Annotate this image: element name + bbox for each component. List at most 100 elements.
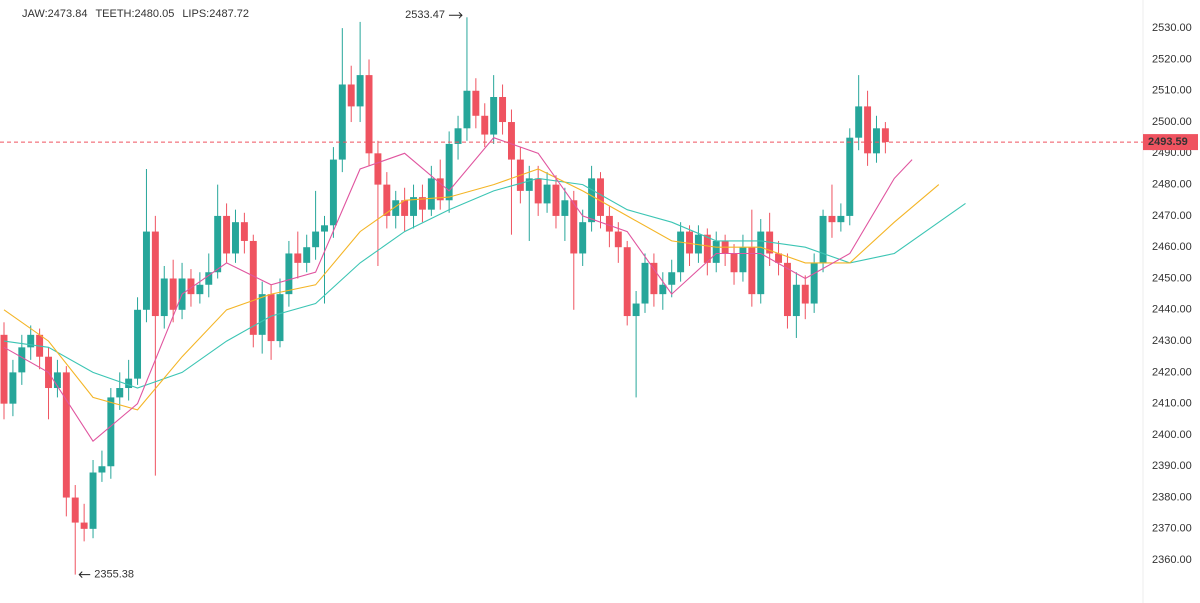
candle-body: [472, 90, 480, 116]
candle-body: [125, 378, 133, 389]
candle-body: [605, 215, 613, 232]
candle-body: [303, 247, 311, 263]
candle-body: [864, 106, 872, 154]
candle-body: [712, 240, 720, 263]
candle-body: [347, 84, 355, 107]
y-tick-label: 2430.00: [1152, 335, 1192, 347]
candle-body: [240, 222, 248, 241]
candle-body: [356, 75, 364, 107]
candle-body: [703, 234, 711, 263]
candle-body: [276, 294, 284, 342]
candle-body: [481, 115, 489, 135]
y-tick-label: 2520.00: [1152, 53, 1192, 65]
candle-body: [588, 178, 596, 223]
candle-body: [819, 215, 827, 263]
candle-body: [312, 231, 320, 248]
y-tick-label: 2530.00: [1152, 22, 1192, 34]
candle-body: [873, 128, 880, 154]
candle-body: [463, 90, 471, 129]
candle-body: [249, 240, 257, 335]
candle-body: [329, 159, 337, 226]
y-tick-label: 2380.00: [1152, 491, 1192, 503]
y-tick-label: 2370.00: [1152, 523, 1192, 535]
candle-body: [71, 497, 79, 523]
candle-body: [686, 231, 693, 254]
candle-body: [552, 184, 560, 216]
candle-body: [116, 388, 124, 398]
last-price-box: [1143, 134, 1198, 151]
candle-body: [641, 262, 649, 304]
candle-body: [187, 278, 195, 295]
candle-body: [214, 215, 222, 273]
candle-body: [534, 178, 542, 204]
candle-body: [579, 222, 587, 254]
candle-body: [739, 247, 747, 273]
candle-body: [401, 200, 409, 216]
candle-body: [650, 262, 658, 295]
candle-body: [881, 128, 889, 143]
candle-body: [267, 294, 275, 342]
max-annotation: 2533.47: [405, 9, 445, 21]
last-price-label: 2493.59: [1148, 136, 1188, 148]
candle-body: [196, 284, 204, 295]
candle-body: [285, 253, 293, 295]
y-tick-label: 2490.00: [1152, 147, 1192, 159]
legend-entry: JAW:2473.84: [22, 8, 87, 20]
candle-body: [151, 231, 159, 317]
candle-body: [801, 284, 809, 304]
candle-body: [846, 137, 854, 216]
candle-body: [321, 225, 328, 232]
y-tick-label: 2460.00: [1152, 241, 1192, 253]
legend-entry: TEETH:2480.05: [95, 8, 174, 20]
candle-body: [142, 231, 150, 310]
candle-body: [543, 184, 551, 204]
candle-body: [418, 197, 426, 210]
candle-body: [27, 334, 35, 348]
y-tick-label: 2360.00: [1152, 554, 1192, 566]
candle-body: [730, 253, 738, 273]
candle-body: [89, 472, 97, 529]
candle-body: [792, 284, 800, 317]
candle-body: [392, 200, 400, 216]
candle-body: [18, 347, 26, 373]
candle-body: [134, 309, 142, 379]
candle-body: [374, 153, 382, 185]
candle-body: [107, 397, 115, 467]
y-tick-label: 2400.00: [1152, 429, 1192, 441]
candle-body: [410, 197, 418, 216]
candle-body: [9, 372, 17, 404]
candle-body: [837, 215, 845, 223]
candle-body: [0, 334, 8, 404]
candle-body: [810, 262, 818, 304]
y-tick-label: 2420.00: [1152, 366, 1192, 378]
candle-body: [668, 272, 676, 285]
candle-body: [205, 272, 213, 285]
y-tick-label: 2390.00: [1152, 460, 1192, 472]
candle-body: [294, 253, 302, 263]
candle-body: [659, 284, 667, 295]
candle-body: [694, 234, 702, 254]
candle-body: [365, 75, 373, 154]
candle-body: [338, 84, 346, 160]
candle-body: [499, 97, 507, 123]
candle-body: [623, 247, 631, 317]
candle-body: [258, 294, 266, 335]
candle-body: [62, 372, 70, 498]
indicator-line: [3, 177, 966, 389]
candle-body: [748, 247, 756, 295]
candle-body: [454, 128, 462, 144]
candle-body: [783, 262, 791, 317]
candle-body: [160, 278, 168, 317]
candle-body: [436, 178, 444, 201]
y-tick-label: 2510.00: [1152, 85, 1192, 97]
y-tick-label: 2500.00: [1152, 116, 1192, 128]
y-tick-label: 2480.00: [1152, 179, 1192, 191]
candle-body: [169, 278, 177, 310]
candle-body: [445, 143, 453, 201]
y-tick-label: 2470.00: [1152, 210, 1192, 222]
min-arrow: [78, 571, 91, 578]
y-tick-label: 2450.00: [1152, 272, 1192, 284]
candle-body: [614, 231, 622, 248]
candle-body: [677, 231, 685, 273]
legend-entry: LIPS:2487.72: [182, 8, 249, 20]
